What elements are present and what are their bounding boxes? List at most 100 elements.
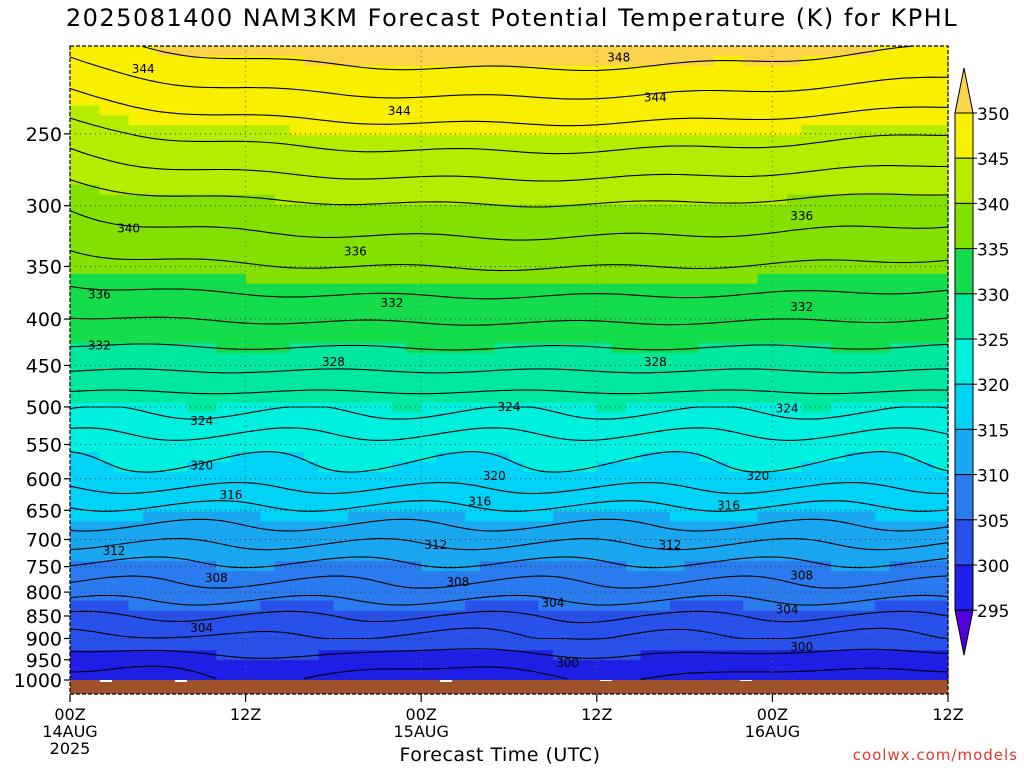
- heatmap-cell: [713, 491, 730, 503]
- heatmap-cell: [465, 422, 481, 433]
- heatmap-cell: [494, 105, 510, 116]
- heatmap-cell: [187, 125, 203, 136]
- heatmap-cell: [772, 293, 788, 305]
- heatmap-cell: [465, 313, 481, 324]
- heatmap-cell: [274, 630, 291, 641]
- heatmap-cell: [582, 224, 598, 235]
- heatmap-cell: [640, 620, 656, 632]
- heatmap-cell: [743, 234, 759, 245]
- heatmap-cell: [318, 660, 334, 671]
- heatmap-cell: [860, 214, 876, 225]
- heatmap-cell: [479, 610, 495, 622]
- heatmap-cell: [143, 204, 159, 216]
- heatmap-cell: [391, 115, 408, 126]
- x-tick-label: 00Z: [406, 705, 437, 724]
- heatmap-cell: [70, 471, 86, 483]
- heatmap-cell: [362, 630, 378, 641]
- heatmap-cell: [435, 402, 452, 414]
- x-tick-label: 00Z: [757, 705, 788, 724]
- heatmap-cell: [684, 600, 700, 612]
- heatmap-cell: [728, 471, 744, 483]
- heatmap-cell: [816, 263, 832, 275]
- heatmap-cell: [509, 551, 525, 562]
- heatmap-cell: [801, 254, 817, 265]
- heatmap-cell: [421, 46, 437, 57]
- heatmap-cell: [713, 115, 730, 126]
- heatmap-cell: [874, 46, 891, 57]
- heatmap-cell: [187, 263, 203, 275]
- heatmap-cell: [245, 263, 261, 275]
- heatmap-cell: [816, 214, 832, 225]
- heatmap-cell: [216, 610, 232, 622]
- heatmap-cell: [845, 620, 861, 632]
- heatmap-cell: [172, 590, 188, 602]
- heatmap-cell: [362, 194, 378, 206]
- heatmap-cell: [172, 442, 188, 453]
- heatmap-cell: [845, 135, 861, 146]
- heatmap-cell: [377, 214, 393, 225]
- heatmap-cell: [318, 353, 334, 364]
- heatmap-cell: [728, 372, 744, 384]
- heatmap-cell: [391, 145, 408, 156]
- heatmap-cell: [99, 462, 115, 473]
- heatmap-cell: [904, 214, 920, 225]
- heatmap-cell: [743, 402, 759, 414]
- heatmap-cell: [260, 620, 276, 632]
- heatmap-cell: [772, 244, 788, 255]
- heatmap-cell: [933, 650, 949, 661]
- heatmap-cell: [128, 531, 144, 542]
- heatmap-cell: [889, 670, 905, 681]
- heatmap-cell: [626, 402, 642, 414]
- heatmap-cell: [772, 363, 788, 374]
- heatmap-cell: [626, 610, 642, 622]
- heatmap-cell: [99, 481, 115, 493]
- heatmap-cell: [260, 95, 276, 107]
- heatmap-cell: [260, 670, 276, 681]
- heatmap-cell: [523, 412, 539, 424]
- heatmap-cell: [318, 640, 334, 651]
- heatmap-cell: [918, 234, 934, 245]
- credit-link[interactable]: coolwx.com/models: [852, 746, 1018, 764]
- heatmap-cell: [509, 145, 525, 156]
- heatmap-cell: [450, 115, 466, 126]
- heatmap-cell: [728, 333, 744, 344]
- heatmap-cell: [128, 65, 144, 77]
- heatmap-cell: [377, 145, 393, 156]
- heatmap-cell: [538, 164, 554, 176]
- heatmap-cell: [435, 174, 452, 186]
- heatmap-cell: [479, 521, 495, 533]
- heatmap-cell: [743, 333, 759, 344]
- heatmap-cell: [377, 471, 393, 483]
- heatmap-cell: [172, 511, 188, 523]
- heatmap-cell: [904, 125, 920, 136]
- heatmap-cell: [70, 65, 86, 77]
- heatmap-cell: [260, 145, 276, 156]
- heatmap-cell: [757, 135, 773, 146]
- heatmap-cell: [611, 254, 627, 265]
- heatmap-cell: [655, 580, 671, 592]
- heatmap-cell: [845, 640, 861, 651]
- heatmap-cell: [816, 422, 832, 433]
- heatmap-cell: [889, 204, 905, 216]
- heatmap-cell: [421, 283, 437, 295]
- heatmap-cell: [757, 650, 773, 661]
- heatmap-cell: [552, 491, 569, 503]
- heatmap-cell: [348, 224, 364, 235]
- heatmap-cell: [552, 105, 569, 116]
- heatmap-cell: [523, 511, 539, 523]
- heatmap-cell: [143, 333, 159, 344]
- heatmap-cell: [509, 313, 525, 324]
- heatmap-cell: [816, 501, 832, 513]
- heatmap-cell: [728, 462, 744, 473]
- heatmap-cell: [787, 580, 803, 592]
- heatmap-cell: [435, 412, 452, 424]
- heatmap-cell: [596, 244, 613, 255]
- heatmap-cell: [596, 600, 613, 612]
- heatmap-cell: [787, 323, 803, 334]
- heatmap-cell: [187, 432, 203, 443]
- heatmap-cell: [669, 145, 686, 156]
- heatmap-cell: [699, 630, 715, 641]
- heatmap-cell: [845, 521, 861, 533]
- heatmap-cell: [465, 600, 481, 612]
- heatmap-cell: [260, 630, 276, 641]
